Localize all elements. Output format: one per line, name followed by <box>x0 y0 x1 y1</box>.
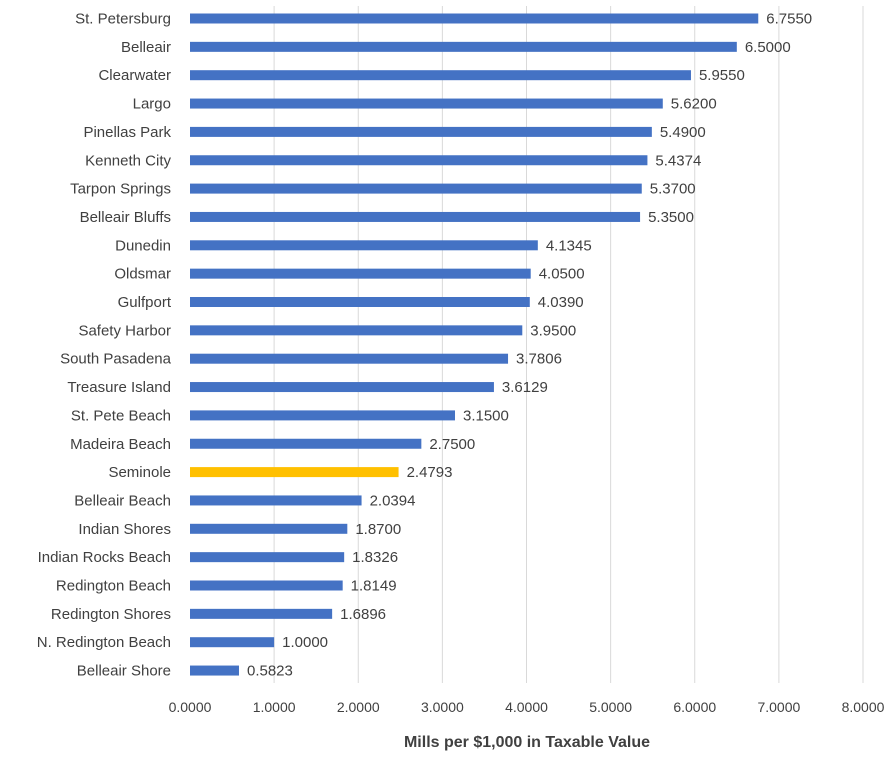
data-label: 2.0394 <box>370 492 416 509</box>
x-axis-title: Mills per $1,000 in Taxable Value <box>404 734 650 751</box>
x-tick-label: 0.0000 <box>169 699 212 715</box>
category-label: Largo <box>133 96 171 113</box>
category-label: Clearwater <box>98 67 171 84</box>
data-label: 4.1345 <box>546 237 592 254</box>
bar <box>190 523 348 534</box>
category-label: Treasure Island <box>67 379 171 396</box>
x-tick-label: 8.0000 <box>842 699 885 715</box>
category-label: Tarpon Springs <box>70 181 171 198</box>
data-label: 5.3700 <box>650 181 696 198</box>
bar <box>190 467 399 478</box>
data-label: 0.5823 <box>247 663 293 680</box>
bar <box>190 438 422 449</box>
bar <box>190 552 345 563</box>
category-label: Madeira Beach <box>70 436 171 453</box>
x-tick-label: 5.0000 <box>589 699 632 715</box>
bar <box>190 240 538 251</box>
x-tick-label: 6.0000 <box>673 699 716 715</box>
bar <box>190 325 523 336</box>
bar <box>190 183 642 194</box>
bar <box>190 211 641 222</box>
data-label: 6.5000 <box>745 39 791 56</box>
x-tick-label: 2.0000 <box>337 699 380 715</box>
data-label: 1.8149 <box>351 578 397 595</box>
data-label: 4.0500 <box>539 266 585 283</box>
data-label: 3.9500 <box>530 322 576 339</box>
data-label: 1.8326 <box>352 549 398 566</box>
bar <box>190 41 737 52</box>
category-label: Redington Beach <box>56 578 171 595</box>
data-label: 1.0000 <box>282 634 328 651</box>
bar <box>190 98 663 109</box>
x-tick-label: 7.0000 <box>757 699 800 715</box>
bar <box>190 268 531 279</box>
data-label: 1.6896 <box>340 606 386 623</box>
data-label: 5.9550 <box>699 67 745 84</box>
category-label: Oldsmar <box>114 266 171 283</box>
x-tick-label: 3.0000 <box>421 699 464 715</box>
bar <box>190 495 362 506</box>
bar <box>190 353 509 364</box>
bar <box>190 70 691 81</box>
data-label: 3.6129 <box>502 379 548 396</box>
category-label: St. Pete Beach <box>71 407 171 424</box>
data-label: 1.8700 <box>355 521 401 538</box>
x-tick-labels: 0.0000 1.0000 2.0000 3.0000 4.0000 5.0000 6.00… <box>169 699 885 715</box>
bar <box>190 297 530 307</box>
category-label: Kenneth City <box>85 152 171 169</box>
category-label: Indian Rocks Beach <box>38 549 171 566</box>
category-label: Seminole <box>108 464 171 481</box>
x-tick-label: 4.0000 <box>505 699 548 715</box>
x-tick-label: 1.0000 <box>253 699 296 715</box>
category-label: St. Petersburg <box>75 11 171 28</box>
data-label: 3.1500 <box>463 407 509 424</box>
category-label: Belleair Bluffs <box>80 209 171 226</box>
category-label: Indian Shores <box>78 521 171 538</box>
bar <box>190 580 343 591</box>
category-label: Dunedin <box>115 237 171 254</box>
bar <box>190 126 652 137</box>
data-label: 6.7550 <box>766 11 812 28</box>
category-label: Redington Shores <box>51 606 171 623</box>
data-label: 5.4374 <box>655 152 701 169</box>
data-label: 2.4793 <box>407 464 453 481</box>
bar <box>190 637 275 648</box>
bar <box>190 665 239 676</box>
category-label: Belleair Shore <box>77 663 171 680</box>
bar <box>190 13 759 24</box>
category-label: N. Redington Beach <box>37 634 171 651</box>
bar <box>190 155 648 166</box>
category-labels: St. Petersburg Belleair Clearwater Largo Pin… <box>37 11 172 680</box>
category-label: Pinellas Park <box>83 124 171 141</box>
category-label: Safety Harbor <box>78 322 171 339</box>
category-label: Belleair Beach <box>74 492 171 509</box>
category-label: Belleair <box>121 39 171 56</box>
category-label: South Pasadena <box>60 351 172 368</box>
bar <box>190 382 494 393</box>
bars <box>190 13 759 676</box>
data-label: 5.3500 <box>648 209 694 226</box>
data-label: 4.0390 <box>538 294 584 311</box>
data-label: 5.4900 <box>660 124 706 141</box>
category-label: Gulfport <box>118 294 172 311</box>
bar <box>190 410 455 421</box>
data-label: 5.6200 <box>671 96 717 113</box>
gridlines <box>273 6 864 683</box>
data-label: 3.7806 <box>516 351 562 368</box>
bar <box>190 608 333 619</box>
data-label: 2.7500 <box>429 436 475 453</box>
